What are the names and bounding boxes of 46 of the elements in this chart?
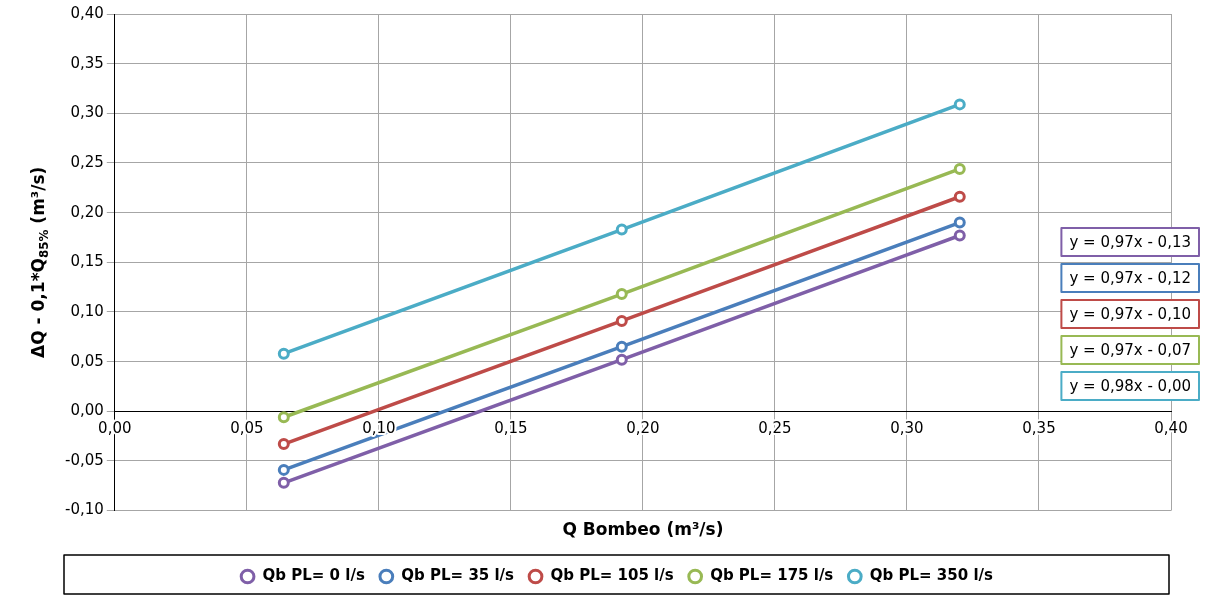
x-tick-label: 0,05 <box>230 418 264 437</box>
x-tick-label: 0,10 <box>362 418 396 437</box>
annotation: y = 0,97x - 0,12 <box>1069 268 1192 287</box>
x-tick-label: 0,30 <box>890 418 924 437</box>
point <box>615 340 628 353</box>
y-tick-label: 0,20 <box>70 202 104 221</box>
x-tick-label: 0,35 <box>1022 418 1056 437</box>
y-tick-label: 0,15 <box>70 252 104 271</box>
x-tick-label: 0,25 <box>758 418 792 437</box>
y-tick-label: -0,05 <box>65 450 104 469</box>
point <box>277 347 290 360</box>
point <box>615 314 628 327</box>
y-tick-label: 0,00 <box>70 401 104 420</box>
annotation: y = 0,97x - 0,10 <box>1069 304 1192 323</box>
annotation: y = 0,97x - 0,07 <box>1069 340 1192 359</box>
point <box>953 229 966 242</box>
point <box>277 411 290 424</box>
point <box>615 288 628 301</box>
legend-label: Qb PL= 105 l/s <box>550 566 674 585</box>
point <box>277 463 290 476</box>
y-tick-label: 0,05 <box>70 351 104 370</box>
point <box>615 353 628 366</box>
point <box>953 190 966 203</box>
point <box>953 216 966 229</box>
y-axis-title: ΔQ - 0,1*Q85% (m³/s) <box>28 166 52 358</box>
point <box>277 438 290 451</box>
legend-label: Qb PL= 350 l/s <box>869 566 993 585</box>
y-tick-label: 0,40 <box>70 3 104 22</box>
y-tick-label: -0,10 <box>65 500 104 519</box>
legend-label: Qb PL= 0 l/s <box>262 566 365 585</box>
x-tick-label: 0,20 <box>626 418 660 437</box>
y-tick-label: 0,25 <box>70 152 104 171</box>
point <box>953 162 966 175</box>
annotation: y = 0,97x - 0,13 <box>1069 232 1192 251</box>
x-tick-label: 0,15 <box>494 418 528 437</box>
x-axis-title: Q Bombeo (m³/s) <box>562 519 724 540</box>
legend-label: Qb PL= 175 l/s <box>710 566 834 585</box>
point <box>953 98 966 111</box>
annotation: y = 0,98x - 0,00 <box>1069 376 1192 395</box>
point <box>277 476 290 489</box>
y-tick-label: 0,30 <box>70 103 104 122</box>
y-tick-label: 0,10 <box>70 301 104 320</box>
legend-label: Qb PL= 35 l/s <box>401 566 515 585</box>
point <box>615 223 628 236</box>
y-tick-label: 0,35 <box>70 53 104 72</box>
x-tick-label: 0,40 <box>1154 418 1188 437</box>
